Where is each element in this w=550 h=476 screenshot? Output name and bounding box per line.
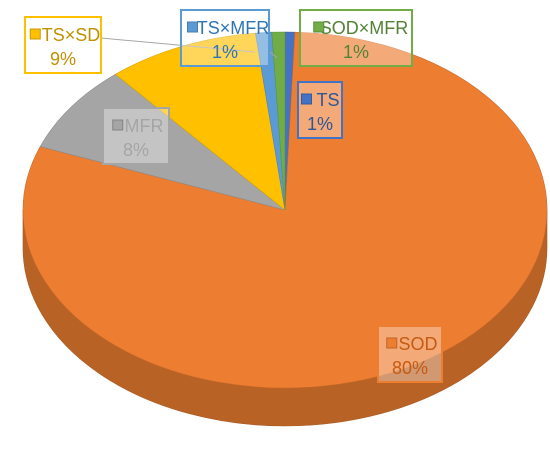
leader-line-TS×SD — [100, 37, 256, 53]
data-label-name: MFR — [125, 116, 164, 136]
legend-key — [187, 21, 198, 33]
legend-key — [112, 119, 124, 131]
pie-slices — [22, 31, 548, 389]
data-label-percent: 9% — [50, 49, 76, 69]
data-label-MFR: MFR 8% — [102, 107, 170, 165]
data-label-percent: 1% — [307, 114, 333, 134]
legend-key — [386, 337, 398, 349]
data-label-percent: 1% — [343, 42, 369, 62]
data-label-name: TS×SD — [42, 25, 101, 45]
pie-slice-SOD×MFR — [271, 31, 286, 211]
legend-key — [301, 93, 312, 105]
data-label-TS×MFR: TS×MFR 1% — [180, 9, 270, 67]
data-label-percent: 1% — [212, 42, 238, 62]
data-label-SOD×MFR: SOD×MFR 1% — [299, 9, 413, 67]
data-label-name: TS — [316, 90, 339, 110]
data-label-SOD: SOD 80% — [377, 325, 443, 383]
data-labels: TS 1% SOD 80% MFR 8% TS×SD 9% TS×MFR 1% SOD×MFR 1% — [24, 9, 443, 383]
data-label-percent: 8% — [123, 140, 149, 160]
data-label-name: TS×MFR — [197, 18, 270, 38]
legend-key — [29, 28, 41, 40]
data-label-TS×SD: TS×SD 9% — [24, 16, 102, 74]
data-label-TS: TS 1% — [297, 81, 343, 139]
data-label-percent: 80% — [392, 358, 428, 378]
legend-key — [313, 21, 325, 33]
data-label-name: SOD — [398, 334, 437, 354]
data-label-name: SOD×MFR — [320, 18, 409, 38]
leader-lines — [100, 37, 278, 59]
pie-slice-MFR — [39, 73, 286, 211]
leader-line-TS×MFR — [269, 51, 278, 59]
